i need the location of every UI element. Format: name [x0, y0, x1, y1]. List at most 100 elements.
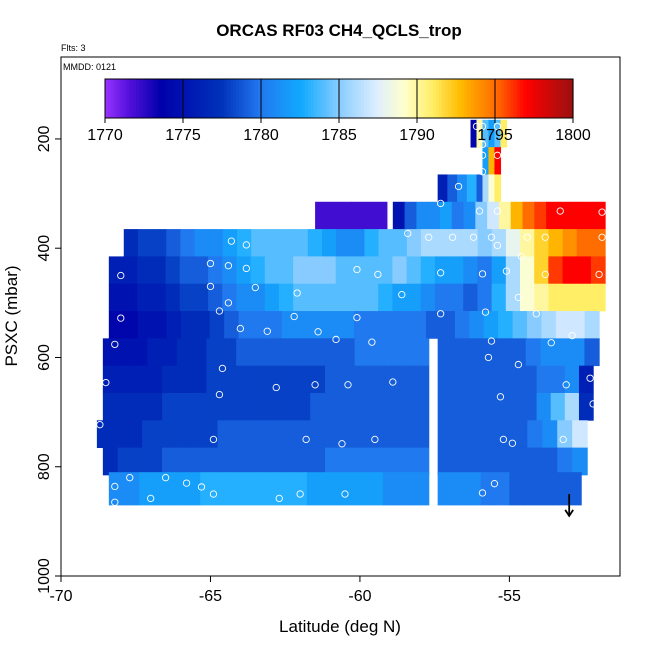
heatmap-cell	[369, 392, 385, 421]
heatmap-cell	[523, 472, 539, 506]
heatmap-cell	[281, 311, 297, 339]
colorbar-swatch	[267, 79, 271, 118]
colorbar-swatch	[563, 79, 568, 118]
heatmap-cell	[540, 338, 556, 367]
heatmap-cell	[277, 420, 294, 449]
data-point	[206, 259, 215, 268]
heatmap-cell	[132, 447, 148, 476]
colorbar-swatch	[120, 79, 125, 118]
heatmap-cell	[151, 256, 167, 285]
data-point	[242, 241, 250, 249]
colorbar-swatch	[470, 79, 474, 118]
heatmap-cell	[555, 338, 571, 367]
heatmap-cell	[230, 472, 247, 506]
heatmap-cell	[562, 256, 578, 285]
heatmap-cell	[236, 365, 252, 394]
heatmap-cell	[590, 229, 606, 257]
heatmap-cell	[467, 420, 484, 449]
heatmap-cell	[132, 338, 148, 367]
data-point	[595, 270, 603, 279]
colorbar-swatch	[476, 79, 480, 118]
data-point	[209, 490, 218, 498]
data-point	[126, 474, 134, 482]
heatmap-cell	[339, 338, 356, 367]
heatmap-cell	[176, 365, 193, 394]
colorbar-swatch	[139, 79, 144, 118]
data-point	[598, 208, 606, 216]
heatmap-cell	[195, 311, 211, 339]
data-point	[236, 324, 245, 333]
heatmap-cell	[482, 447, 499, 476]
heatmap-cell	[550, 365, 566, 394]
heatmap-cell	[238, 311, 254, 339]
heatmap-cell	[576, 256, 592, 285]
colorbar-swatch	[388, 79, 393, 118]
heatmap-cell	[147, 338, 163, 367]
heatmap-cell	[206, 392, 222, 421]
heatmap-cell	[180, 311, 196, 339]
heatmap-cell	[581, 201, 594, 230]
data-point	[272, 383, 280, 392]
heatmap-cell	[570, 311, 586, 339]
heatmap-cell	[384, 338, 400, 367]
colorbar-swatch	[257, 79, 262, 118]
colorbar-swatch	[173, 79, 178, 118]
heatmap-cell	[108, 311, 124, 339]
colorbar-swatch	[192, 79, 197, 118]
heatmap-cell	[137, 229, 153, 257]
data-point	[478, 489, 487, 497]
colorbar-swatch	[498, 79, 502, 118]
heatmap-cell	[564, 392, 580, 421]
heatmap-cell	[267, 311, 283, 339]
heatmap-cell	[457, 174, 468, 203]
data-point	[478, 168, 487, 176]
colorbar-swatch	[392, 79, 396, 118]
data-point	[344, 381, 352, 389]
heatmap-cell	[382, 472, 399, 506]
heatmap-cell	[349, 256, 365, 285]
heatmap-cell	[562, 229, 578, 257]
heatmap-cell	[508, 392, 524, 421]
heatmap-cell	[496, 338, 512, 367]
heatmap-cell	[123, 229, 139, 257]
heatmap-cell	[338, 420, 354, 449]
colorbar-tick-label: 1790	[399, 127, 435, 144]
colorbar-swatch	[220, 79, 225, 118]
colorbar-swatch	[148, 79, 153, 118]
heatmap-cell	[162, 365, 178, 394]
heatmap-cell	[552, 472, 568, 506]
heatmap-cell	[378, 256, 393, 285]
heatmap-cell	[451, 201, 465, 230]
data-point	[598, 233, 606, 241]
heatmap-cell	[306, 472, 323, 506]
heatmap-cell	[527, 420, 543, 449]
heatmap-cell	[307, 283, 323, 312]
heatmap-cell	[296, 311, 312, 339]
heatmap-cell	[413, 447, 430, 476]
heatmap-cell	[123, 283, 138, 312]
heatmap-cell	[250, 392, 267, 421]
heatmap-cell	[250, 256, 266, 285]
heatmap-cell	[310, 392, 326, 421]
heatmap-cell	[224, 311, 240, 339]
heatmap-cell	[117, 447, 134, 476]
heatmap-cell	[165, 283, 181, 312]
heatmap-cell	[191, 447, 208, 476]
data-point	[568, 331, 576, 340]
heatmap-cell	[265, 365, 282, 394]
heatmap-cell	[336, 229, 351, 257]
heatmap-cell	[590, 256, 606, 285]
data-point	[275, 494, 283, 503]
heatmap-cell	[392, 256, 408, 285]
colorbar-swatch	[538, 79, 543, 118]
colorbar-swatch	[519, 79, 524, 118]
data-point	[469, 233, 478, 241]
colorbar-swatch	[463, 79, 468, 118]
heatmap-cell	[339, 392, 356, 421]
heatmap-cell	[413, 392, 430, 421]
data-point	[182, 479, 191, 487]
colorbar-swatch	[145, 79, 150, 118]
colorbar-swatch	[363, 79, 368, 118]
heatmap-cell	[307, 256, 323, 285]
x-tick-label: -60	[348, 588, 371, 605]
